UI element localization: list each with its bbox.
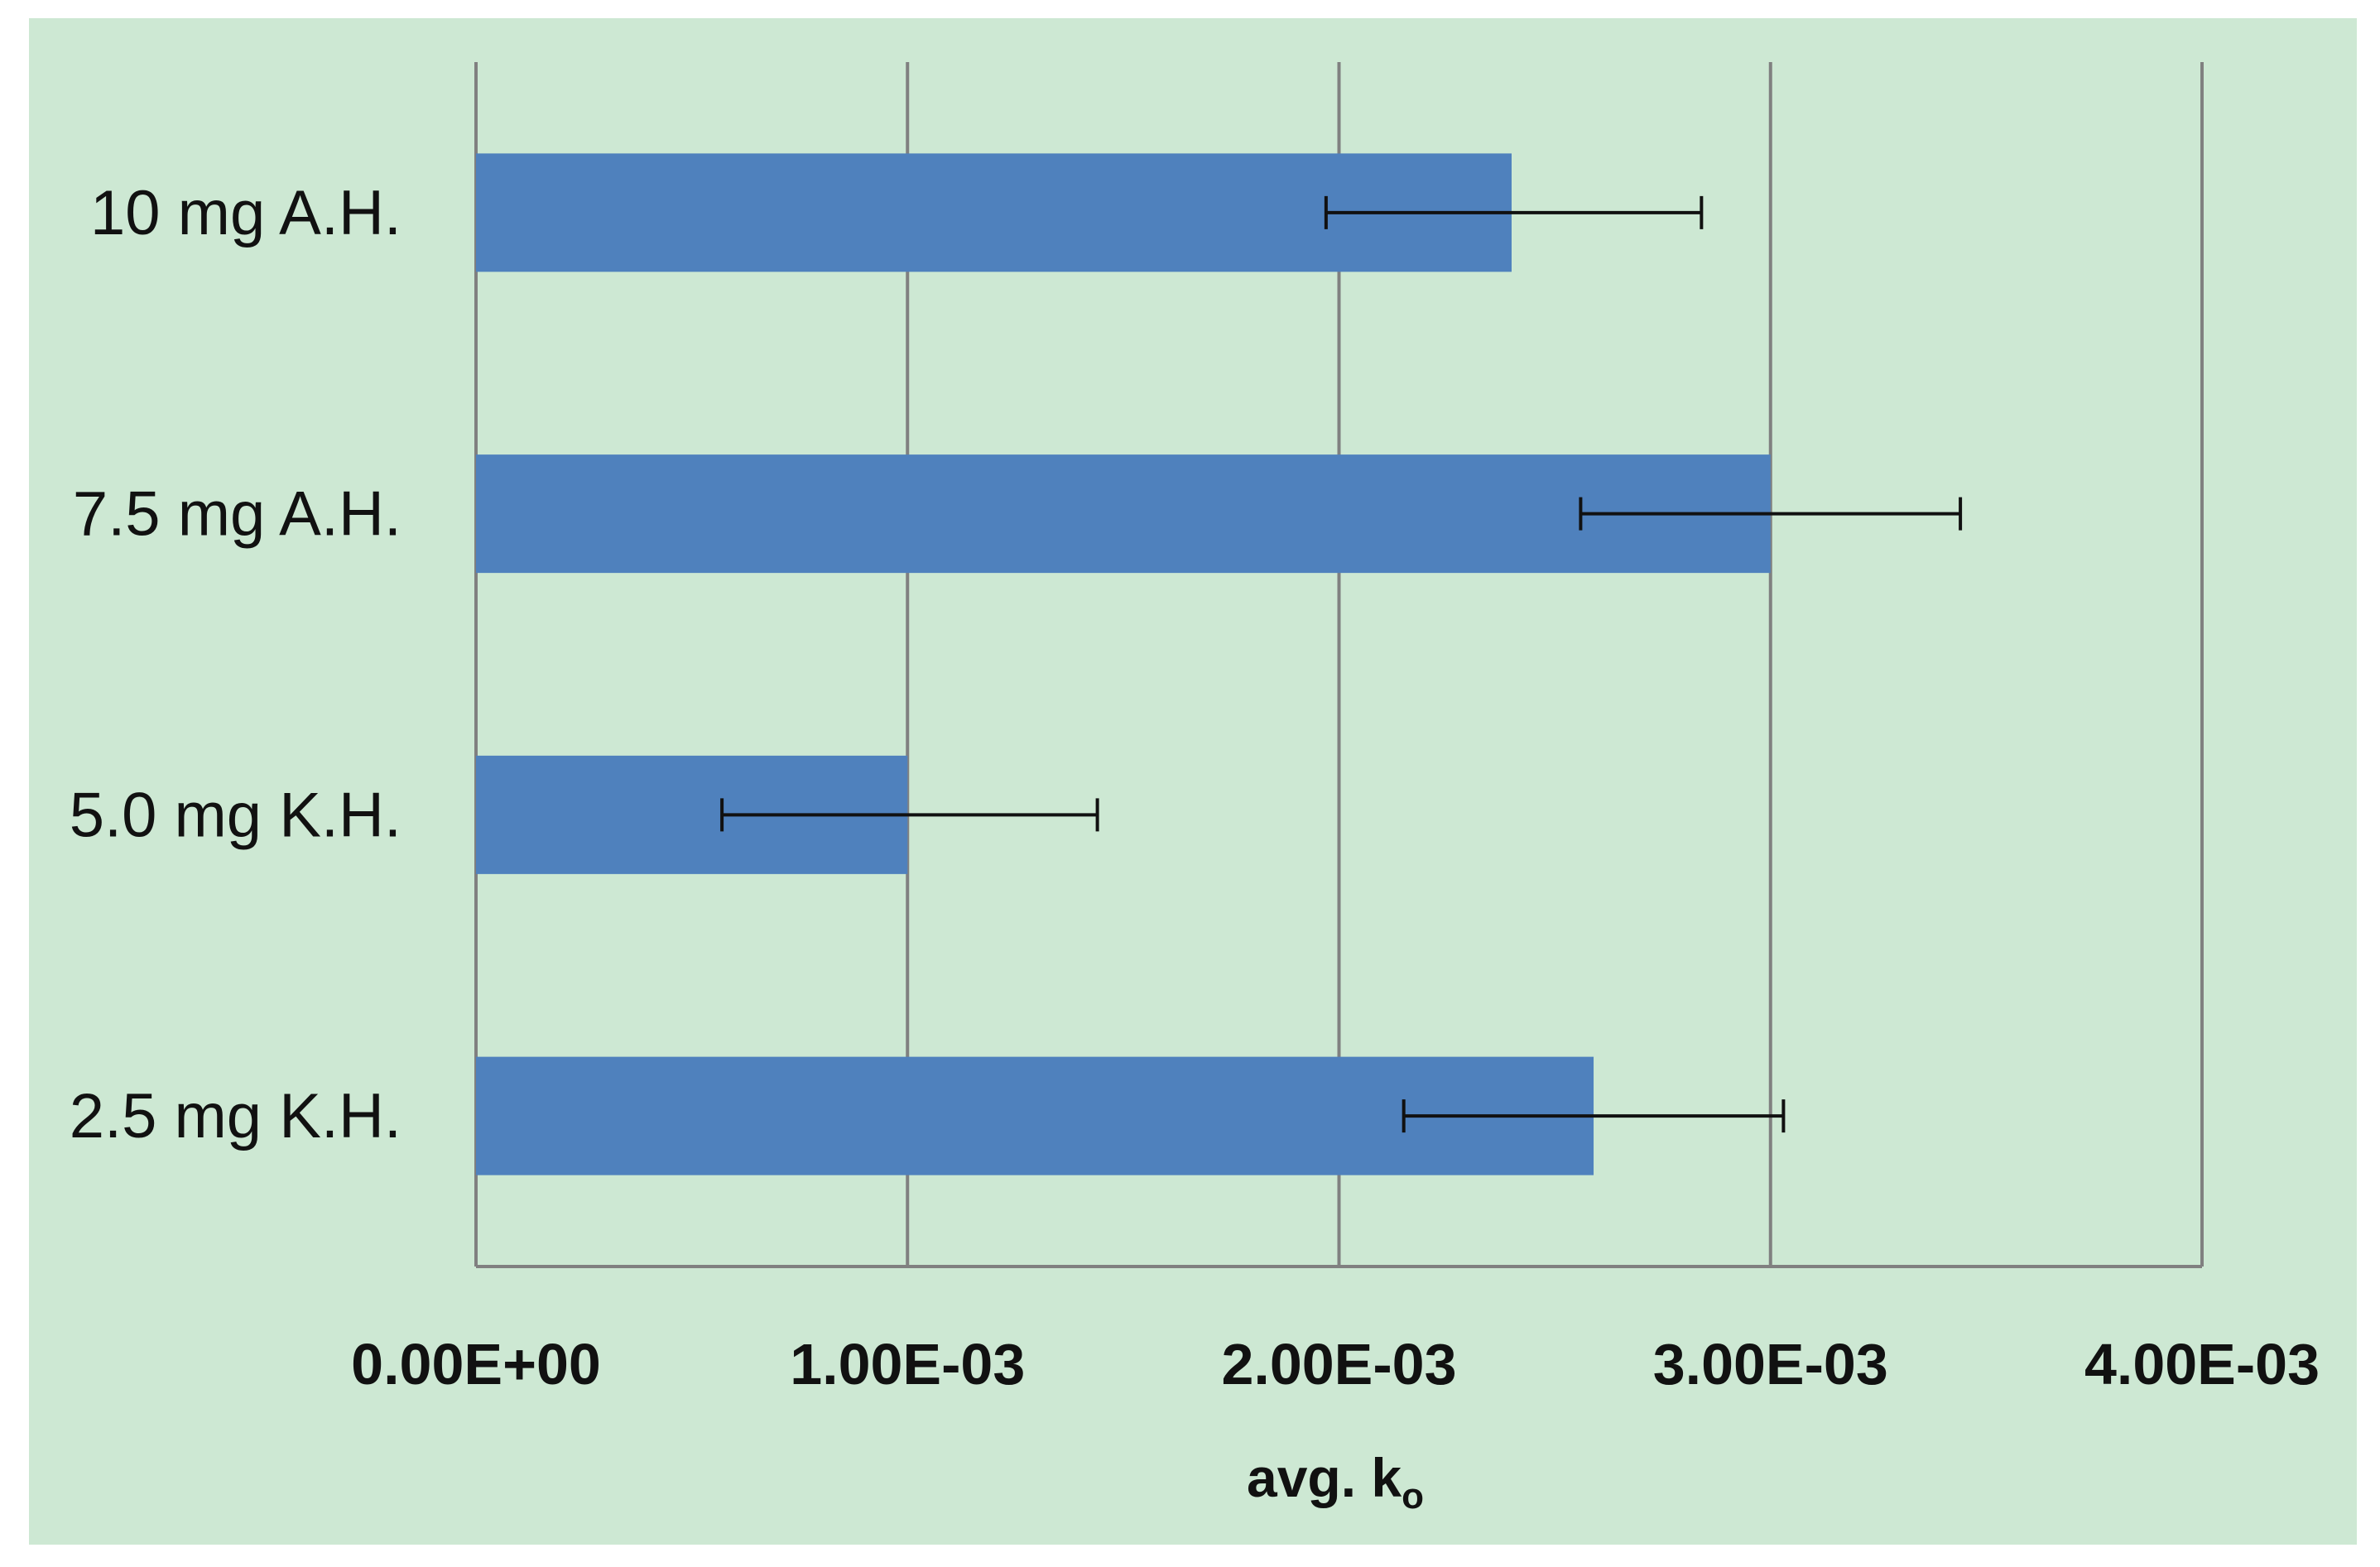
error-bar-1: [1579, 497, 1963, 531]
bars: [476, 153, 1771, 1175]
x-tick-label-4: 4.00E-03: [2084, 1332, 2320, 1396]
error-bar-2: [720, 798, 1099, 832]
category-label-1: 7.5 mg A.H.: [73, 479, 401, 550]
category-labels: 10 mg A.H. 7.5 mg A.H. 5.0 mg K.H. 2.5 mg K…: [70, 178, 401, 1151]
x-axis-title-subscript: o: [1402, 1476, 1424, 1517]
category-label-3: 2.5 mg K.H.: [70, 1081, 401, 1151]
x-axis-title-main: avg. k: [1247, 1447, 1402, 1508]
x-axis-title: avg. ko: [1247, 1447, 1424, 1517]
chart-frame: [29, 18, 2357, 1545]
x-tick-label-0: 0.00E+00: [351, 1332, 601, 1396]
category-label-0: 10 mg A.H.: [90, 178, 401, 248]
x-tick-label-2: 2.00E-03: [1221, 1332, 1456, 1396]
error-bars: [720, 195, 1963, 1133]
error-bar-3: [1402, 1099, 1786, 1133]
x-tick-label-1: 1.00E-03: [790, 1332, 1025, 1396]
x-tick-labels: 0.00E+00 1.00E-03 2.00E-03 3.00E-03 4.00E-03: [351, 1332, 2320, 1396]
error-bar-0: [1324, 195, 1704, 229]
x-tick-label-3: 3.00E-03: [1653, 1332, 1888, 1396]
category-label-2: 5.0 mg K.H.: [70, 780, 401, 850]
bar-1: [476, 454, 1771, 574]
